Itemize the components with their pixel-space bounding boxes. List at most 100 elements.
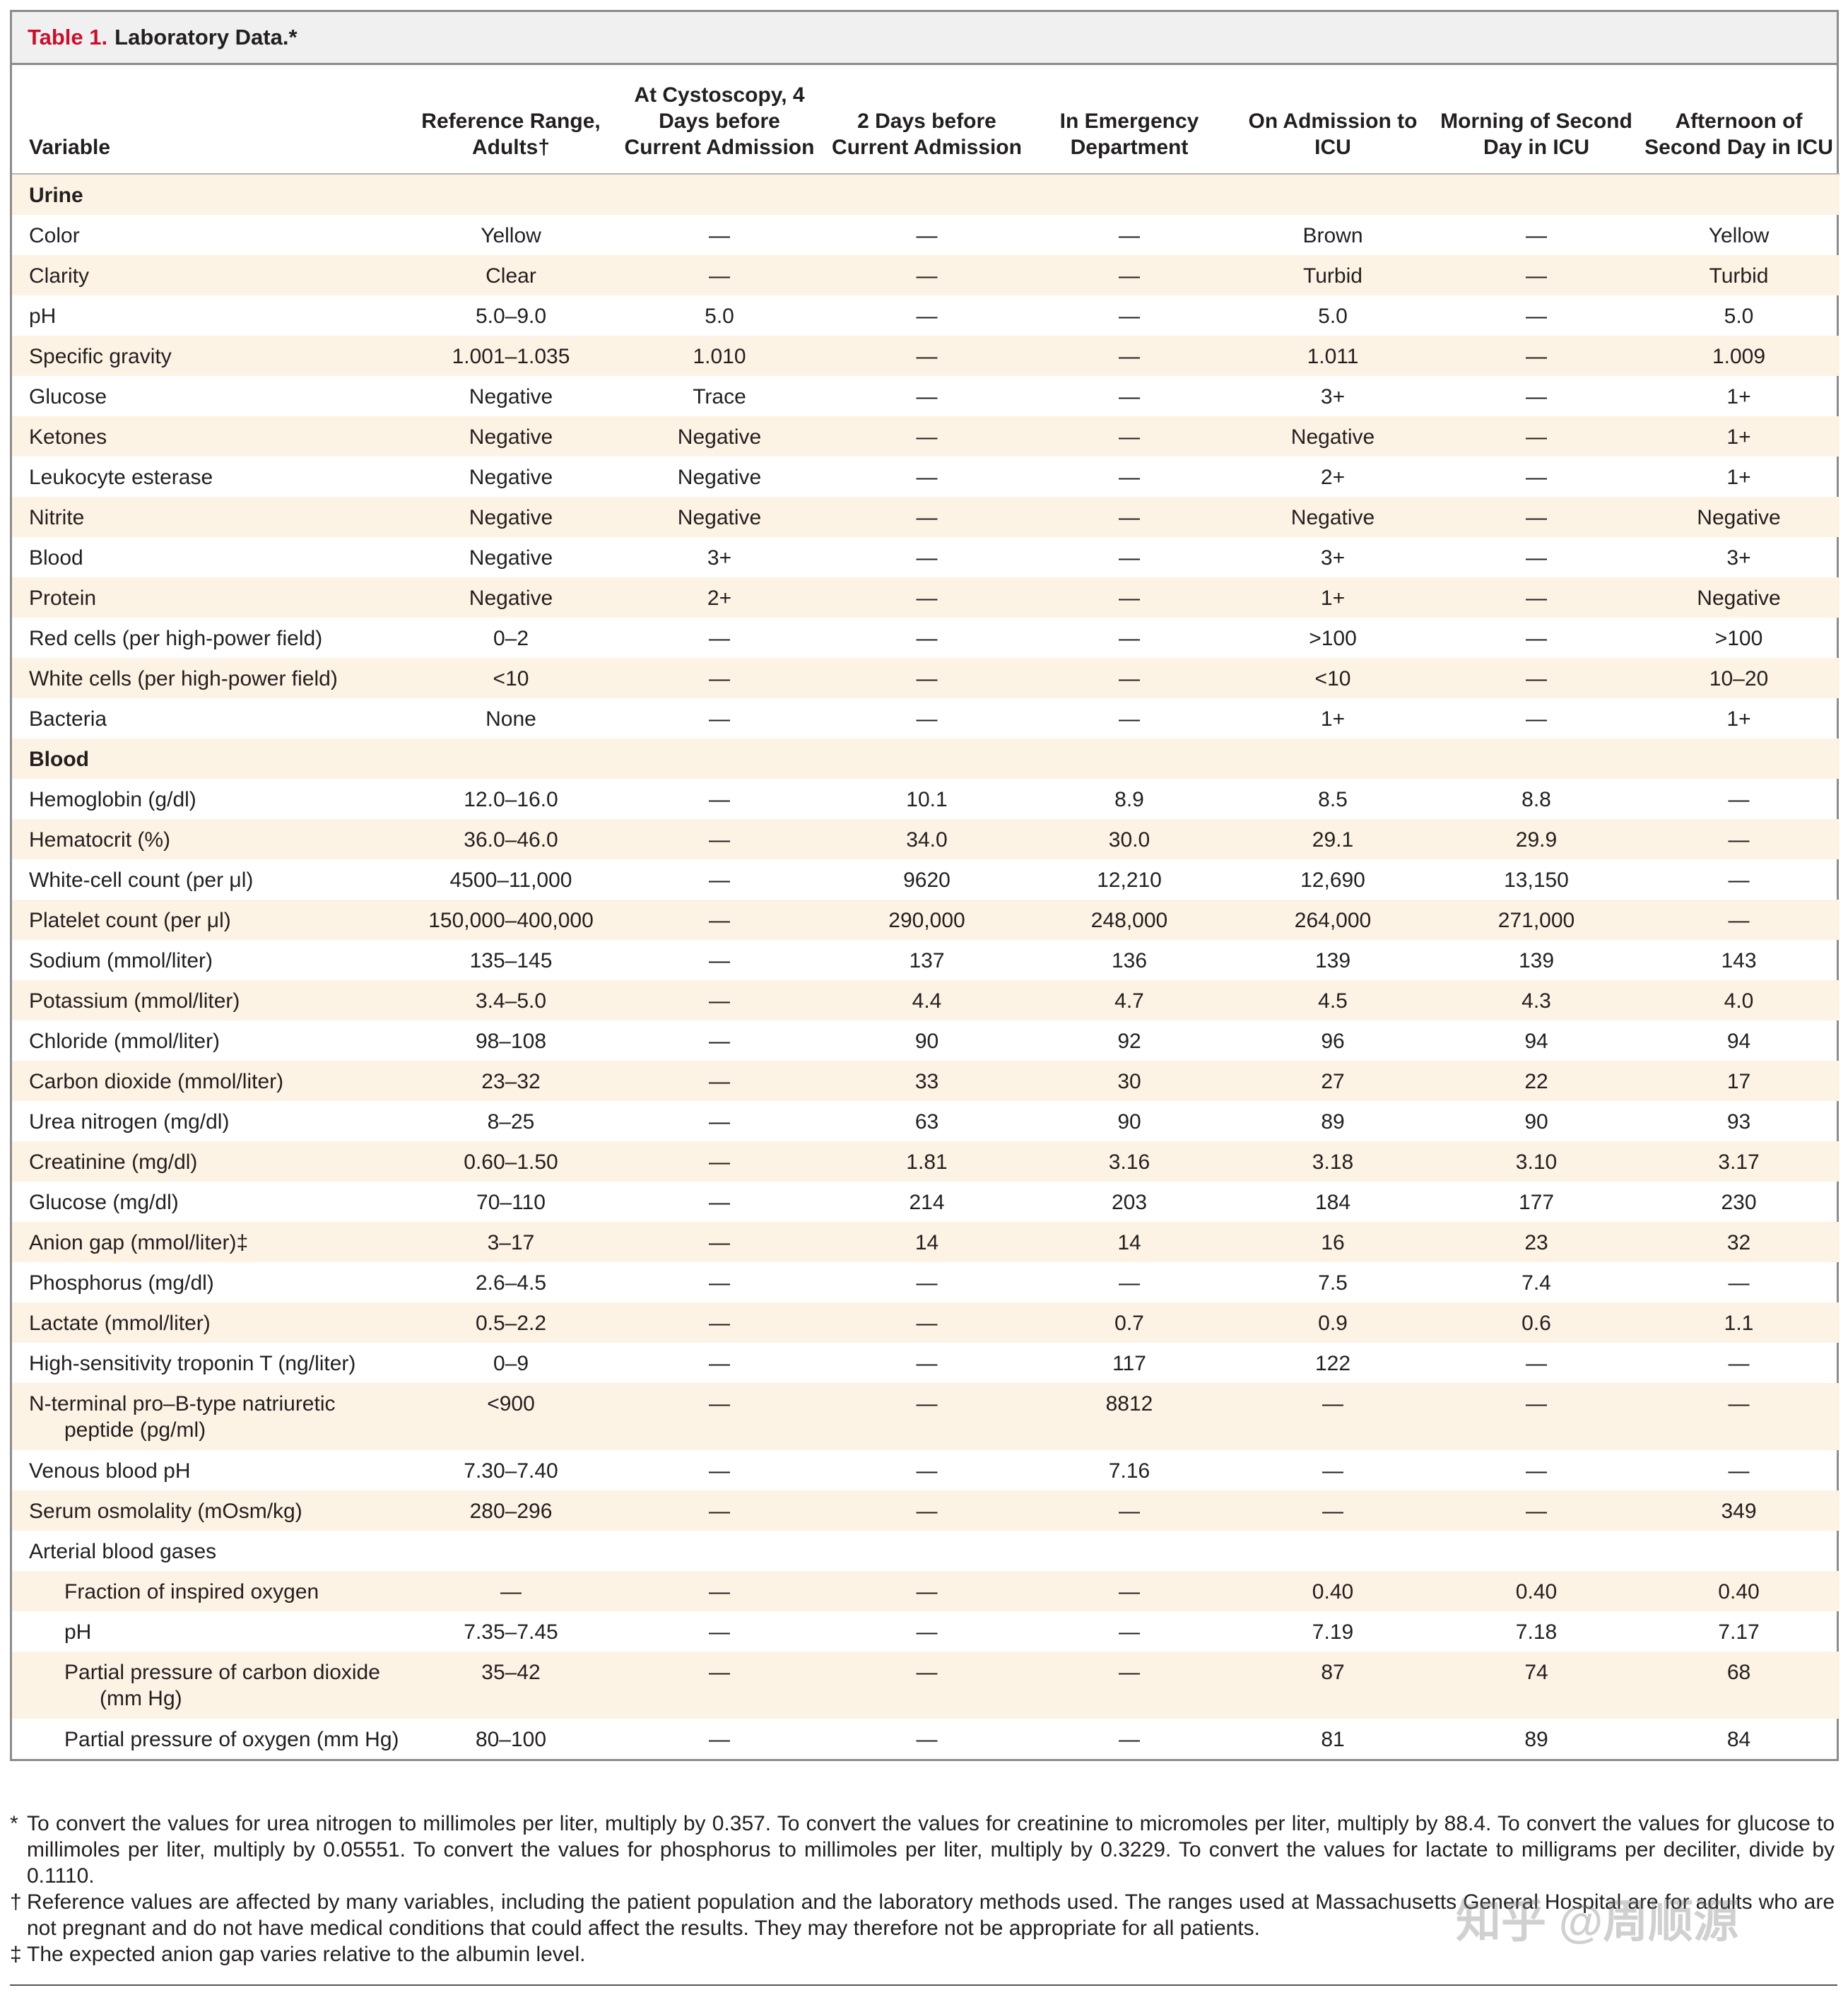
cell-value: —: [916, 1728, 938, 1751]
cell-value: —: [613, 980, 826, 1020]
cell-value: —: [709, 707, 730, 731]
cell-value: —: [826, 416, 1028, 457]
data-row: Ketones Negative Negative — — Negative —1+: [12, 416, 1840, 457]
data-row: White cells (per high-power field) <10— — —…: [12, 658, 1840, 698]
footnote-symbol: †: [10, 1890, 22, 1914]
footnote-text: The expected anion gap varies relative t…: [27, 1943, 586, 1966]
cell-value: 96: [1321, 1030, 1345, 1053]
variable-name: Anion gap (mmol/liter)‡: [12, 1222, 409, 1262]
cell-value: 10.1: [906, 788, 948, 811]
column-header: Reference Range, Adults†: [409, 65, 613, 175]
cell-value: —: [1526, 1459, 1547, 1483]
cell-value: 14: [1028, 1222, 1231, 1262]
cell-value: 0.40: [1231, 1571, 1435, 1611]
cell-value: 36.0–46.0: [409, 819, 613, 859]
cell-value: 1+: [1726, 707, 1751, 731]
cell-value: —: [409, 1571, 613, 1611]
cell-value: —: [1526, 546, 1547, 570]
cell-value: —: [1435, 1490, 1638, 1531]
cell-value: 90: [1524, 1110, 1548, 1134]
cell-value: —: [1028, 336, 1231, 376]
variable-name: Platelet count (per μl): [12, 900, 409, 940]
header-row: Variable Reference Range, Adults† At Cysto…: [12, 65, 1840, 175]
table-title: Laboratory Data.*: [114, 25, 298, 49]
data-row: Anion gap (mmol/liter)‡ 3–17—14 14 16 23 32: [12, 1222, 1840, 1262]
data-row: Chloride (mmol/liter) 98–108 — 90 92 96 94 94: [12, 1020, 1840, 1061]
cell-value: 3+: [1726, 546, 1751, 570]
cell-value: 29.9: [1435, 819, 1638, 859]
data-row: Partial pressure of carbon dioxide (mm H…: [12, 1652, 1840, 1719]
cell-value: 1+: [1320, 707, 1346, 731]
cell-value: —: [1435, 336, 1638, 376]
cell-value: —: [826, 1490, 1028, 1531]
cell-value: 17: [1638, 1061, 1840, 1101]
cell-value: 32: [1638, 1222, 1840, 1262]
cell-value: —: [1119, 707, 1140, 731]
data-row: N-terminal pro–B-type natriuretic peptid…: [12, 1383, 1840, 1450]
cell-value: 89: [1321, 1110, 1345, 1134]
cell-value: —: [1728, 788, 1750, 811]
cell-value: —: [916, 1271, 938, 1295]
cell-value: 12.0–16.0: [464, 788, 558, 811]
footnote-text: To convert the values for urea nitrogen …: [27, 1812, 1835, 1888]
cell-value: —: [1526, 1352, 1547, 1375]
variable-name: Color: [29, 224, 80, 247]
cell-value: 3+: [1320, 385, 1346, 408]
variable-name: Chloride (mmol/liter): [29, 1030, 220, 1053]
cell-value: —: [826, 1652, 1028, 1719]
cell-value: —: [709, 1728, 730, 1751]
cell-value: —: [1119, 224, 1140, 247]
footnote: ‡ The expected anion gap varies relative …: [10, 1941, 1835, 1967]
variable-name: Specific gravity: [12, 336, 409, 376]
cell-value: —: [826, 1302, 1028, 1343]
cell-value: 264,000: [1231, 900, 1435, 940]
cell-value: Trace: [693, 385, 746, 408]
cell-value: —: [709, 949, 730, 972]
cell-value: 16: [1231, 1222, 1435, 1262]
cell-value: 12,210: [1097, 869, 1162, 892]
cell-value: 0–2: [493, 627, 529, 650]
cell-value: 4.5: [1231, 980, 1435, 1020]
cell-value: —: [1028, 416, 1231, 457]
cell-value: 7.4: [1522, 1271, 1551, 1295]
variable-name: High-sensitivity troponin T (ng/liter): [29, 1352, 356, 1375]
cell-value: —: [709, 1191, 730, 1214]
cell-value: —: [613, 1222, 826, 1262]
variable-name: Fraction of inspired oxygen: [12, 1571, 409, 1611]
cell-value: —: [1526, 707, 1547, 731]
cell-value: —: [1231, 1383, 1435, 1450]
variable-name: Nitrite: [12, 497, 409, 537]
cell-value: —: [916, 1620, 938, 1644]
data-row: pH 5.0–9.0 5.0 — — 5.0 — 5.0: [12, 295, 1840, 336]
variable-name: Blood: [29, 546, 83, 570]
cell-value: —: [916, 224, 938, 247]
cell-value: —: [709, 1030, 730, 1053]
cell-value: Yellow: [481, 224, 541, 247]
cell-value: —: [916, 305, 938, 328]
variable-name: White cells (per high-power field): [12, 658, 409, 698]
cell-value: —: [613, 658, 826, 698]
cell-value: <10: [409, 658, 613, 698]
cell-value: 8812: [1028, 1383, 1231, 1450]
data-row: Sodium (mmol/liter) 135–145 — 137 136 139 139 1…: [12, 940, 1840, 980]
cell-value: —: [1119, 466, 1140, 489]
cell-value: —: [916, 707, 938, 731]
group-label: Arterial blood gases: [29, 1540, 217, 1563]
cell-value: —: [613, 1141, 826, 1182]
data-row: Phosphorus (mg/dl) 2.6–4.5 — — — 7.5 7.4 —: [12, 1262, 1840, 1302]
cell-value: Clear: [409, 255, 613, 295]
cell-value: 27: [1231, 1061, 1435, 1101]
cell-value: 3.18: [1231, 1141, 1435, 1182]
cell-value: 3.4–5.0: [409, 980, 613, 1020]
cell-value: —: [709, 224, 730, 247]
cell-value: —: [1028, 577, 1231, 618]
cell-value: 1.011: [1231, 336, 1435, 376]
column-header: Variable: [12, 65, 409, 175]
cell-value: Negative: [1638, 497, 1840, 537]
cell-value: 184: [1314, 1191, 1351, 1214]
cell-value: 3.16: [1028, 1141, 1231, 1182]
data-row: Hemoglobin (g/dl) 12.0–16.0 — 10.1 8.9 8.5 8.8…: [12, 779, 1840, 819]
bottom-rule: [10, 1984, 1837, 1986]
cell-value: 63: [914, 1110, 939, 1134]
cell-value: Brown: [1302, 224, 1363, 247]
